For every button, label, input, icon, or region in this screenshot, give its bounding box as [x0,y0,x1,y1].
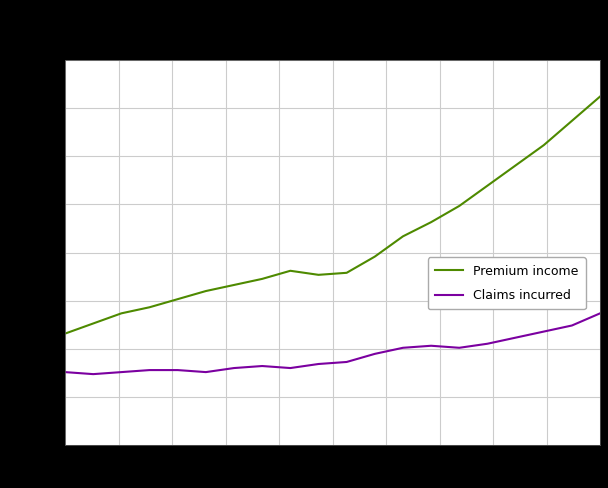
Claims incurred [427,343,435,349]
Claims incurred [202,369,210,375]
Claims incurred [146,367,153,373]
Claims incurred [484,341,491,346]
Legend: Premium income, Claims incurred: Premium income, Claims incurred [428,257,586,309]
Claims incurred [512,335,519,341]
Claims incurred [89,371,97,377]
Premium income [61,331,69,337]
Premium income [399,233,407,239]
Premium income [315,272,322,278]
Premium income [455,203,463,209]
Claims incurred [399,345,407,351]
Premium income [230,282,238,288]
Claims incurred [371,351,378,357]
Premium income [568,118,576,124]
Claims incurred [343,359,350,365]
Premium income [484,183,491,188]
Premium income [174,296,181,302]
Premium income [371,254,378,260]
Claims incurred [61,369,69,375]
Claims incurred [287,365,294,371]
Claims incurred [455,345,463,351]
Premium income [512,163,519,168]
Premium income [343,270,350,276]
Premium income [287,268,294,274]
Claims incurred [230,365,238,371]
Premium income [427,219,435,225]
Claims incurred [315,361,322,367]
Premium income [540,142,547,148]
Premium income [146,305,153,310]
Claims incurred [118,369,125,375]
Premium income [202,288,210,294]
Claims incurred [258,363,266,369]
Premium income [258,276,266,282]
Premium income [118,310,125,316]
Line: Premium income: Premium income [65,97,600,334]
Claims incurred [596,310,604,316]
Premium income [89,321,97,326]
Claims incurred [568,323,576,328]
Premium income [596,94,604,100]
Claims incurred [174,367,181,373]
Claims incurred [540,328,547,334]
Line: Claims incurred: Claims incurred [65,313,600,374]
